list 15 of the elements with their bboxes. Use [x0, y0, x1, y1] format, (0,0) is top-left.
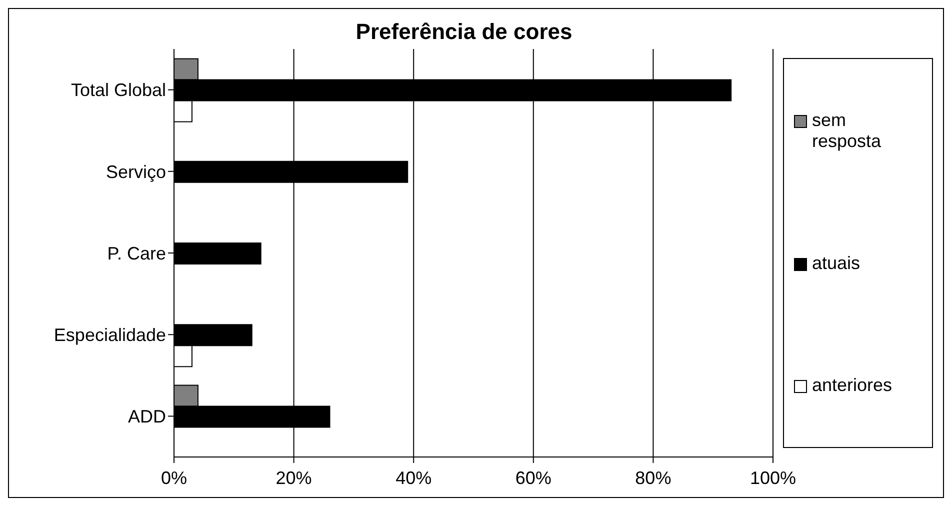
y-tick-label: Total Global [70, 80, 166, 100]
x-tick-label: 20% [276, 468, 312, 488]
x-tick-label: 40% [396, 468, 432, 488]
legend-label: anteriores [812, 375, 894, 396]
chart-title: Preferência de cores [354, 19, 574, 45]
y-tick-label: Serviço [106, 162, 166, 182]
y-tick-label: P. Care [107, 243, 166, 264]
y-tick-label: ADD [128, 406, 166, 427]
legend-label: atuais [812, 252, 862, 274]
x-tick-label: 100% [750, 468, 796, 488]
x-tick-label: 60% [515, 468, 552, 488]
legend-label: sem resposta [812, 110, 882, 152]
x-tick-label: 0% [160, 468, 188, 488]
y-tick-label: Especialidade [54, 324, 166, 345]
x-tick-label: 80% [635, 468, 672, 488]
